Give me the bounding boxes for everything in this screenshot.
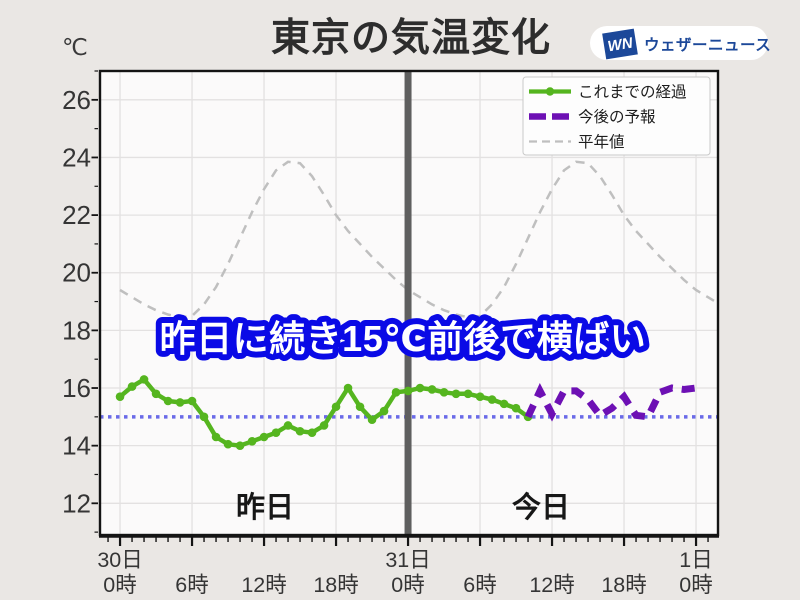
x-tick-time-label: 0時	[679, 573, 712, 597]
logo-brand-name: ウェザーニュース	[644, 36, 771, 54]
y-tick-label: 22	[62, 200, 91, 230]
legend-label-normal: 平年値	[578, 133, 625, 151]
x-tick-time-label: 0時	[391, 573, 424, 597]
y-tick-label: 24	[62, 142, 91, 172]
y-unit-label: ℃	[62, 34, 88, 60]
page-title: 東京の気温変化	[271, 16, 551, 60]
x-tick-time-label: 12時	[241, 573, 286, 597]
x-tick-day-label: 30日	[97, 548, 142, 572]
past-series-markers	[115, 375, 533, 450]
x-tick-day-label: 31日	[385, 548, 430, 572]
x-tick-time-label: 6時	[175, 573, 208, 597]
x-tick-time-label: 18時	[601, 573, 646, 597]
axis-ticks	[91, 70, 709, 546]
x-tick-time-label: 0時	[103, 573, 136, 597]
x-tick-day-label: 1日	[679, 548, 712, 572]
weathernews-logo: WN ウェザーニュース	[590, 26, 771, 60]
logo-wn-text: WN	[606, 34, 634, 55]
legend: これまでの経過 今後の予報 平年値	[522, 76, 711, 156]
y-tick-label: 14	[62, 431, 91, 461]
y-tick-label: 26	[62, 85, 91, 115]
logo-wn-mark	[602, 28, 638, 60]
legend-samples	[529, 87, 571, 143]
annotation-text: 昨日に続き15℃前後で横ばい	[160, 318, 647, 359]
y-tick-labels: 12 14 16 18 20 22 24 26	[62, 85, 91, 518]
yesterday-label: 昨日	[236, 491, 294, 524]
y-tick-label: 12	[62, 488, 91, 518]
legend-box	[522, 76, 711, 156]
legend-label-forecast: 今後の予報	[578, 108, 656, 126]
normal-year-line	[119, 160, 718, 319]
y-tick-label: 16	[62, 373, 91, 403]
legend-label-past: これまでの経過	[578, 83, 687, 101]
today-label: 今日	[512, 490, 570, 524]
x-tick-time-label: 6時	[463, 573, 496, 597]
series-layer	[100, 72, 718, 534]
y-tick-label: 20	[62, 258, 91, 288]
x-tick-time-label: 12時	[529, 573, 574, 597]
forecast-series-line	[524, 382, 697, 422]
y-tick-label: 18	[62, 315, 91, 345]
x-tick-time-label: 18時	[313, 573, 358, 597]
